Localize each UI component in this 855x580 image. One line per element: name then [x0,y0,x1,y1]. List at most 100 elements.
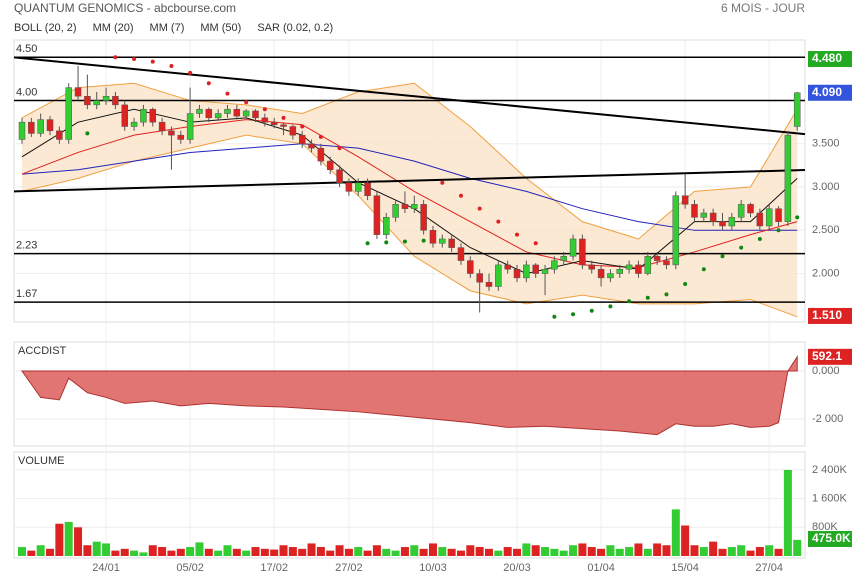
volume-bar [316,547,325,556]
y-tick-label: 1 600K [812,493,848,505]
candle-body [392,204,399,218]
panel-title: VOLUME [18,455,64,467]
sar-dot [683,281,688,286]
volume-bar [214,550,223,556]
volume-bar [363,550,372,556]
candle-body [205,108,213,119]
candle-body [467,260,474,274]
x-tick-label: 20/03 [503,562,531,574]
x-tick-label: 27/04 [755,562,783,574]
y-tick-label: 3.000 [812,181,840,193]
volume-bar [204,548,213,556]
candle-body [93,100,100,106]
volume-bar [354,547,363,556]
sar-dot [225,91,230,96]
sar-dot [113,55,118,60]
price-tag-label: 592.1 [812,349,842,363]
candle-body [84,95,91,106]
level-label: 4.00 [16,86,37,98]
volume-bar [634,543,643,556]
sar-dot [384,240,389,245]
volume-bar [335,545,344,556]
candle-body [560,256,567,261]
volume-bar [783,469,792,556]
candle-body [140,108,147,123]
candle-body [588,264,595,270]
volume-bar [148,545,157,556]
candle-body [28,121,35,134]
candle-body [448,238,455,248]
candle-body [681,195,689,205]
sar-dot [496,219,501,224]
price-tag [808,307,852,324]
candle-body [495,264,502,287]
accdist-area [21,355,798,436]
candle-body [663,260,670,266]
candle-body [326,160,334,171]
price-tag [808,51,852,68]
sar-dot [533,241,538,246]
volume-bar [158,547,167,556]
candle-body [233,108,241,117]
sar-dot [421,238,426,243]
candle-body [280,124,287,127]
x-tick-label: 05/02 [176,562,204,574]
volume-bar [130,550,139,556]
sar-dot [281,115,286,120]
sar-dot [795,215,800,220]
volume-bar [176,548,185,556]
candle-body [597,268,605,279]
candle-body [270,121,278,126]
candle-body [747,204,754,214]
candle-body [186,113,194,140]
candle-body [672,195,680,266]
volume-bar [550,548,559,556]
volume-bar [307,543,316,556]
sar-dot [188,70,193,75]
volume-bar [400,547,409,556]
volume-bar [120,548,129,556]
volume-bar [727,547,736,556]
candle-body [420,204,427,231]
volume-bar [765,545,774,556]
candle-body [700,212,708,218]
candle-body [784,134,792,222]
candle-body [765,208,773,227]
volume-bar [587,547,596,556]
volume-bar [27,550,36,556]
sar-dot [169,63,174,68]
volume-bar [615,548,624,556]
candle-body [373,195,381,235]
candle-body [719,221,726,227]
volume-bar [456,550,465,556]
candle-body [737,204,745,218]
volume-bar [541,547,550,556]
volume-bar [410,545,419,556]
candle-body [158,121,166,132]
legend-entry: MM (20) [93,22,134,34]
volume-bar [438,547,447,556]
candle-body [541,268,549,274]
sar-dot [720,254,725,259]
sar-dot [552,314,557,319]
volume-bar [475,547,484,556]
sar-dot [262,107,267,112]
candle-body [579,238,586,266]
candle-body [644,256,652,274]
price-tag-label: 4.480 [812,51,842,65]
sar-dot [337,146,342,151]
sar-dot [150,59,155,64]
sar-dot [776,228,781,233]
volume-bar [64,521,73,556]
candle-body [56,130,63,140]
candle-body [242,110,250,117]
sar-dot [589,308,594,313]
volume-bar [755,547,764,556]
y-tick-label: 2.000 [812,267,840,279]
volume-bar [690,545,699,556]
volume-bar [223,545,232,556]
candle-body [46,119,54,132]
volume-bar [709,541,718,556]
period: 6 MOIS - JOUR [721,1,805,15]
candle-body [504,264,511,270]
